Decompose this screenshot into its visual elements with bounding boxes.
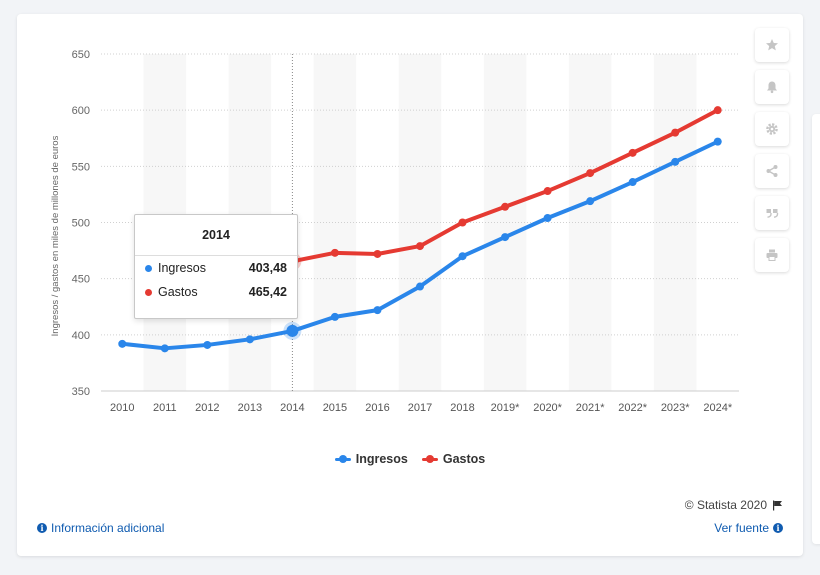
y-axis-ticks: 350 400 450 500 550 600 650 [72,49,90,398]
data-point-ingresos[interactable] [671,157,680,166]
y-axis-title: Ingresos / gastos en miles de millones d… [50,135,61,336]
flag-icon[interactable] [772,500,783,511]
data-point-gastos[interactable] [543,187,552,196]
copyright-text: © Statista 2020 [684,498,767,512]
data-point-gastos[interactable] [671,128,680,137]
data-point-ingresos[interactable] [373,306,382,315]
y-tick-label: 400 [72,330,90,342]
data-point-gastos[interactable] [501,202,510,211]
adjacent-panel-edge [812,114,820,544]
x-tick-label: 2018 [450,402,474,414]
x-tick-label: 2015 [323,402,347,414]
y-tick-label: 650 [72,49,90,61]
x-tick-label: 2012 [195,402,219,414]
tooltip-value-gastos: 465,42 [248,285,287,299]
data-point-ingresos[interactable] [586,197,595,206]
legend: Ingresos Gastos [17,452,803,466]
star-icon [766,39,778,51]
x-tick-label: 2010 [110,402,134,414]
copyright: © Statista 2020 [685,498,783,512]
data-point-ingresos[interactable] [713,137,722,146]
data-point-gastos[interactable] [713,106,722,115]
source-info-icon: i [773,523,783,533]
y-tick-label: 450 [72,274,90,286]
data-point-gastos[interactable] [330,248,339,257]
x-tick-label: 2016 [365,402,389,414]
legend-label-ingresos: Ingresos [355,452,408,466]
data-point-ingresos[interactable] [458,252,467,261]
alert-button[interactable] [755,70,789,104]
x-tick-label: 2017 [408,402,432,414]
data-point-gastos[interactable] [458,218,467,227]
grid-band [483,54,527,391]
source-link[interactable]: Ver fuente i [714,521,783,535]
tooltip-row-gastos: Gastos 465,42 [135,280,297,304]
data-point-ingresos[interactable] [245,335,254,344]
share-icon [766,165,778,177]
data-point-ingresos[interactable] [628,178,637,187]
grid-band [653,54,697,391]
info-link[interactable]: i Información adicional [37,521,164,535]
data-point-gastos[interactable] [586,169,595,178]
data-point-ingresos[interactable] [501,233,510,242]
data-point-ingresos[interactable] [543,214,552,223]
legend-label-gastos: Gastos [442,452,486,466]
y-tick-label: 350 [72,386,90,398]
legend-item-ingresos[interactable]: Ingresos [334,452,408,466]
share-button[interactable] [755,154,789,188]
data-point-ingresos[interactable] [203,340,212,349]
settings-button[interactable] [755,112,789,146]
chart-card: 350 400 450 500 550 600 650 2010 2011 2012 2013 20… [17,14,803,556]
y-tick-label: 600 [72,105,90,117]
data-point-gastos[interactable] [628,148,637,157]
tooltip-label-ingresos: Ingresos [158,261,206,275]
tooltip-title: 2014 [135,215,297,256]
data-point-ingresos[interactable] [416,282,424,291]
legend-swatch-gastos [421,455,438,463]
x-tick-label: 2019* [491,402,520,414]
tooltip-dot-gastos [145,288,152,296]
tooltip-dot-ingresos [145,264,152,272]
x-tick-label: 2024* [703,402,732,414]
x-axis-ticks: 2010 2011 2012 2013 2014 2015 2016 2017 2018 2019… [110,402,733,414]
data-point-ingresos[interactable] [118,339,127,348]
source-link-label: Ver fuente [714,521,769,535]
info-icon: i [37,523,47,533]
x-tick-label: 2023* [661,402,690,414]
legend-swatch-ingresos [334,455,351,463]
chart-tooltip: 2014 Ingresos 403,48 Gastos 465,42 [134,214,298,319]
y-tick-label: 500 [72,218,90,230]
tooltip-value-ingresos: 403,48 [248,261,287,275]
data-point-ingresos[interactable] [286,324,299,337]
legend-item-gastos[interactable]: Gastos [421,452,486,466]
print-button[interactable] [755,238,789,272]
x-tick-label: 2011 [153,402,177,414]
x-tick-label: 2014 [280,402,304,414]
favorite-button[interactable] [755,28,789,62]
x-tick-label: 2013 [238,402,262,414]
gear-icon [766,123,778,135]
x-tick-label: 2022* [618,402,647,414]
data-point-gastos[interactable] [373,249,382,258]
tooltip-row-ingresos: Ingresos 403,48 [135,256,297,280]
bell-icon [767,81,777,94]
grid-lines [101,53,739,392]
x-tick-label: 2020* [533,402,562,414]
tooltip-label-gastos: Gastos [158,285,198,299]
data-point-gastos[interactable] [416,242,424,251]
data-point-ingresos[interactable] [330,312,339,321]
info-link-label: Información adicional [51,521,165,535]
quote-icon [766,209,779,218]
cite-button[interactable] [755,196,789,230]
data-point-ingresos[interactable] [160,344,169,353]
y-tick-label: 550 [72,161,90,173]
print-icon [766,249,778,261]
x-tick-label: 2021* [576,402,605,414]
chart-toolbar [755,28,791,280]
